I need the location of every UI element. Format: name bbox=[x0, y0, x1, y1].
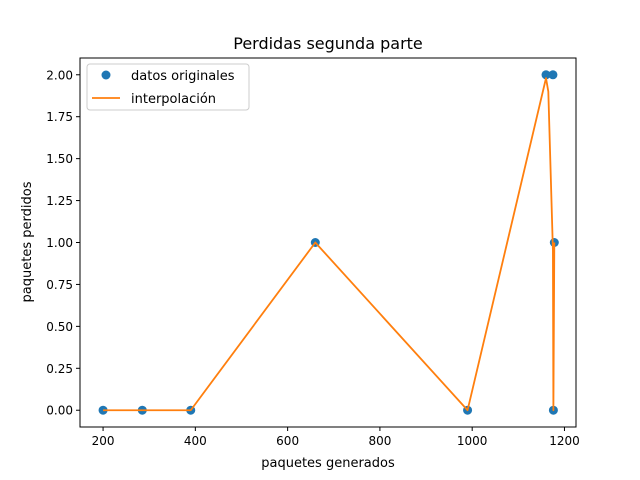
y-tick-label: 1.25 bbox=[46, 194, 73, 208]
y-tick-label: 1.50 bbox=[46, 152, 73, 166]
data-point bbox=[548, 70, 558, 80]
legend: datos originales interpolación bbox=[86, 63, 250, 111]
axes bbox=[79, 57, 577, 428]
data-point bbox=[541, 70, 551, 80]
plot-area bbox=[98, 70, 559, 415]
y-tick-label: 1.75 bbox=[46, 110, 73, 124]
axes-frame bbox=[79, 57, 577, 428]
y-tick-label: 0.50 bbox=[46, 320, 73, 334]
legend-label-interpolacion: interpolación bbox=[131, 92, 216, 107]
x-tick-label: 200 bbox=[92, 434, 115, 448]
y-tick-label: 1.00 bbox=[46, 236, 73, 250]
x-tick-label: 400 bbox=[184, 434, 207, 448]
legend-marker-datos-originales bbox=[101, 70, 111, 80]
x-axis-ticks: 200 400 600 800 1000 1200 bbox=[92, 427, 580, 448]
y-axis-ticks: 0.00 0.25 0.50 0.75 1.00 1.25 1.50 1.75 2.00 bbox=[46, 68, 80, 418]
y-tick-label: 0.25 bbox=[46, 362, 73, 376]
legend-frame bbox=[86, 63, 250, 111]
legend-label-datos-originales: datos originales bbox=[131, 69, 235, 84]
y-tick-label: 0.75 bbox=[46, 278, 73, 292]
y-tick-label: 2.00 bbox=[46, 68, 73, 82]
interpolation-line bbox=[103, 77, 556, 412]
x-tick-label: 600 bbox=[276, 434, 299, 448]
x-axis-label: paquetes generados bbox=[261, 456, 395, 471]
y-tick-label: 0.00 bbox=[46, 404, 73, 418]
y-axis-label: paquetes perdidos bbox=[20, 181, 35, 302]
x-tick-label: 1200 bbox=[549, 434, 580, 448]
x-tick-label: 800 bbox=[368, 434, 391, 448]
x-tick-label: 1000 bbox=[457, 434, 488, 448]
chart-title: Perdidas segunda parte bbox=[233, 34, 423, 53]
